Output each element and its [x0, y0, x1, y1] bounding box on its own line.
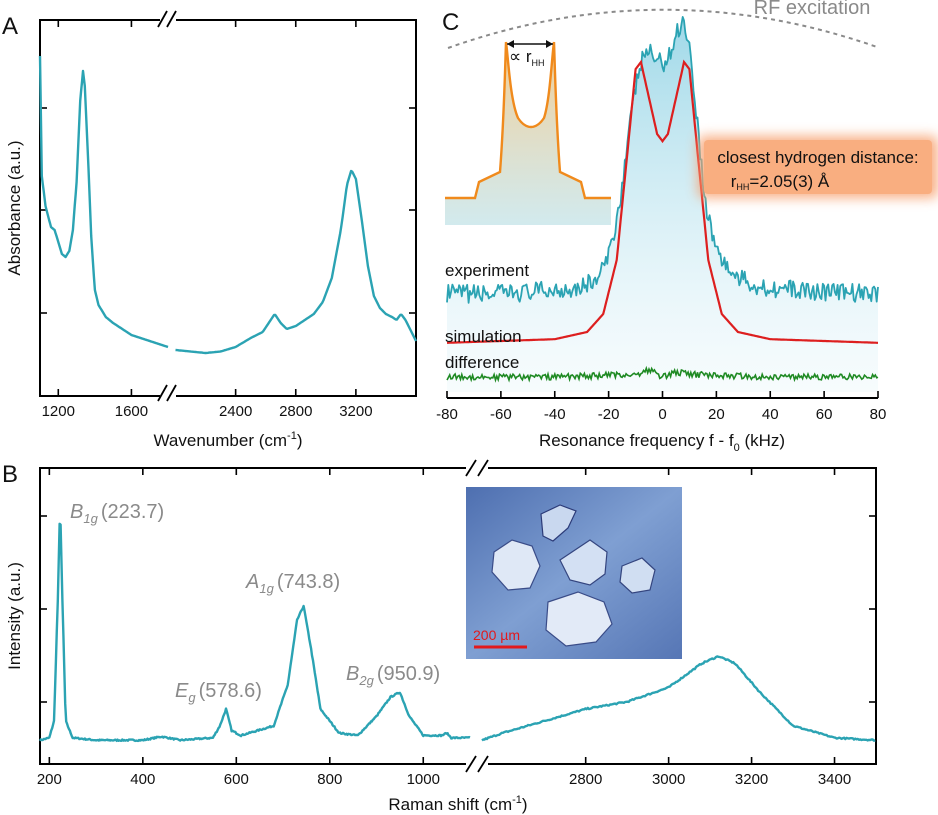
crystal-1	[540, 504, 577, 542]
peak-label: B2g (950.9)	[346, 663, 440, 688]
callout-value: rHH=2.05(3) Å	[731, 172, 830, 192]
peak-label: A1g (743.8)	[245, 571, 340, 596]
panel-a-ylabel: Absorbance (a.u.)	[5, 140, 24, 275]
panel-c-xtick-label: 60	[816, 406, 833, 423]
difference-line	[446, 365, 879, 383]
panel-c-xtick-label: -20	[598, 406, 620, 423]
panel-b-axis-break-bottom	[465, 754, 489, 774]
crystal-2	[491, 539, 541, 591]
panel-b-spectrum-right	[481, 655, 876, 742]
legend-difference: difference	[445, 353, 519, 372]
panel-a-frame	[39, 19, 417, 397]
panel-a-xtick-label: 2400	[219, 403, 252, 420]
legend-experiment: experiment	[445, 261, 529, 280]
scale-bar-label: 200 µm	[473, 627, 520, 643]
simulation-line	[447, 59, 878, 344]
panel-b-xlabel: Raman shift (cm-1)	[388, 794, 527, 814]
panel-a-ticks: 1200 1600 2400 2800 3200	[40, 20, 416, 420]
panel-b-xtick-label: 3200	[735, 771, 768, 788]
panel-c-xlabel: Resonance frequency f - f0 (kHz)	[539, 431, 785, 454]
panel-b-xtick-label: 600	[224, 771, 249, 788]
hydrogen-distance-callout: closest hydrogen distance: rHH=2.05(3) Å	[698, 136, 938, 198]
panel-b-xtick-label: 200	[37, 771, 62, 788]
pake-curve	[445, 41, 611, 200]
panel-b-xtick-label: 2800	[569, 771, 602, 788]
panel-b-frame	[39, 467, 877, 765]
panel-a-xtick-label: 1200	[42, 403, 75, 420]
rf-envelope-curve	[447, 8, 878, 49]
panel-label-a: A	[2, 13, 18, 40]
panel-b-ticks: 200 400 600 800 1000 2800 3000 3200 3400	[37, 468, 876, 788]
panel-a-xtick-label: 1600	[115, 403, 148, 420]
panel-a-spectrum	[38, 55, 418, 355]
inset-rhh-label: ∝ rHH	[509, 47, 545, 68]
peak-label: B1g (223.7)	[70, 501, 164, 526]
panel-c-xtick-label: -60	[490, 406, 512, 423]
panel-b: B 200 400 600 800 1000 2800 3000 3200 3400 B1g (2…	[2, 458, 877, 814]
panel-c-xtick-label: 0	[658, 406, 666, 423]
panel-a-xtick-label: 3200	[339, 403, 372, 420]
microscope-inset: 200 µm	[466, 487, 682, 659]
panel-c-xtick-label: 80	[870, 406, 887, 423]
panel-b-ylabel: Intensity (a.u.)	[5, 562, 24, 670]
panel-label-b: B	[2, 461, 18, 488]
panel-c-xtick-label: -40	[544, 406, 566, 423]
panel-b-xtick-label: 3000	[652, 771, 685, 788]
panel-b-xtick-label: 1000	[407, 771, 440, 788]
experiment-fill	[447, 16, 878, 393]
panel-c-xtick-label: 20	[708, 406, 725, 423]
crystal-5	[545, 591, 613, 647]
panel-a-xtick-label: 2800	[279, 403, 312, 420]
pake-doublet-inset: ∝ rHH	[445, 40, 611, 225]
panel-c-xtick-label: 40	[762, 406, 779, 423]
crystal-4	[619, 557, 656, 594]
panel-b-xtick-label: 400	[130, 771, 155, 788]
panel-c: C RF excitation -80 -60 -40 -20 0 20 40 60 80 ex…	[436, 0, 938, 454]
panel-c-xtick-label: -80	[436, 406, 458, 423]
legend-simulation: simulation	[445, 327, 522, 346]
panel-b-spectrum-left	[38, 522, 471, 743]
rhh-arrow-head-right	[546, 40, 553, 48]
panel-b-xtick-label: 3400	[818, 771, 851, 788]
peak-label: Eg (578.6)	[175, 680, 262, 705]
panel-label-c: C	[442, 9, 459, 36]
panel-c-ticks: -80 -60 -40 -20 0 20 40 60 80	[436, 391, 886, 423]
panel-a-axis-break-bottom	[157, 384, 177, 402]
rhh-arrow-head-left	[507, 40, 514, 48]
panel-a-xlabel: Wavenumber (cm-1)	[154, 430, 303, 450]
experiment-line	[446, 15, 879, 304]
panel-b-peak-labels: B1g (223.7) Eg (578.6) A1g (743.8) B2g (950.9)	[70, 501, 440, 705]
rf-excitation-label: RF excitation	[754, 0, 871, 19]
panel-b-axis-break-top	[465, 458, 489, 478]
panel-a-axis-break-top	[157, 10, 177, 28]
callout-title: closest hydrogen distance:	[717, 148, 918, 167]
crystal-3	[559, 539, 608, 586]
panel-a: A 1200 1600 2400 2800 3200 Wavenumber (cm-1)…	[2, 10, 418, 450]
panel-b-xtick-label: 800	[317, 771, 342, 788]
